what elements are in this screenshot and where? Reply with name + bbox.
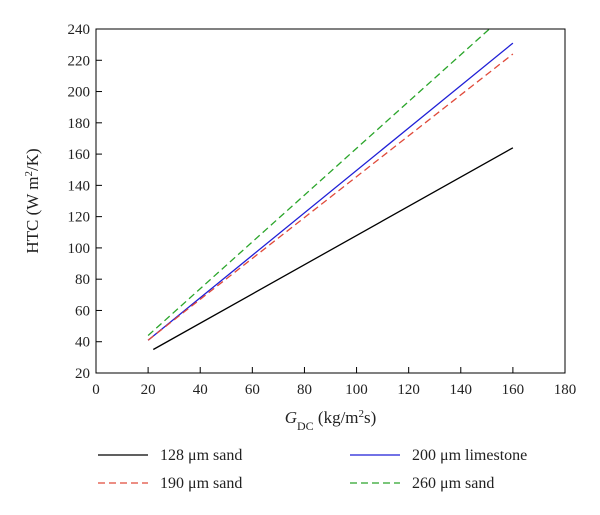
y-tick-label: 180 (68, 116, 91, 132)
x-tick-label: 40 (193, 382, 208, 398)
y-tick-label: 60 (75, 303, 90, 319)
series-line (147, 28, 490, 336)
y-label-post: /K) (23, 148, 42, 171)
y-tick-label: 160 (68, 147, 91, 163)
y-tick-label: 120 (68, 210, 91, 226)
x-tick-label: 100 (345, 382, 368, 398)
legend-label: 200 μm limestone (412, 447, 527, 464)
legend-label: 260 μm sand (412, 475, 494, 492)
legend-label: 128 μm sand (160, 447, 242, 464)
x-axis-label: GDC (kg/m2s) (285, 408, 377, 433)
x-tick-label: 0 (92, 382, 100, 398)
y-tick-label: 80 (75, 272, 90, 288)
x-tick-label: 60 (245, 382, 260, 398)
x-tick-label: 140 (450, 382, 473, 398)
series-layer (147, 28, 514, 351)
x-label-units-sup: 2 (359, 408, 365, 420)
legend: 128 μm sand 190 μm sand 200 μm limestone 26… (98, 447, 527, 492)
y-axis-label: HTC (W m2/K) (23, 148, 42, 253)
y-tick-label: 20 (75, 366, 90, 382)
x-tick-label: 160 (502, 382, 525, 398)
y-tick-label: 220 (68, 53, 91, 69)
x-label-symbol: G (285, 408, 297, 427)
tick-layer: 0 20 40 60 80 100 120 140 160 1802040608010012014… (68, 22, 577, 398)
series-line (147, 42, 514, 341)
x-tick-label: 180 (554, 382, 577, 398)
series-line (147, 53, 514, 341)
series-line (152, 147, 514, 351)
plot-frame (95, 28, 566, 374)
x-tick-label: 80 (297, 382, 312, 398)
x-label-subscript: DC (297, 419, 314, 433)
x-label-units-pre: (kg/m (314, 408, 359, 427)
y-label-pre: HTC (W m (23, 177, 42, 254)
y-tick-label: 240 (68, 22, 91, 38)
y-label-sup: 2 (23, 171, 35, 177)
y-tick-label: 200 (68, 85, 91, 101)
x-tick-label: 20 (141, 382, 156, 398)
legend-label: 190 μm sand (160, 475, 242, 492)
y-tick-label: 40 (75, 335, 90, 351)
x-tick-label: 120 (397, 382, 420, 398)
y-tick-label: 140 (68, 178, 91, 194)
x-label-units-post: s) (364, 408, 376, 427)
y-tick-label: 100 (68, 241, 91, 257)
